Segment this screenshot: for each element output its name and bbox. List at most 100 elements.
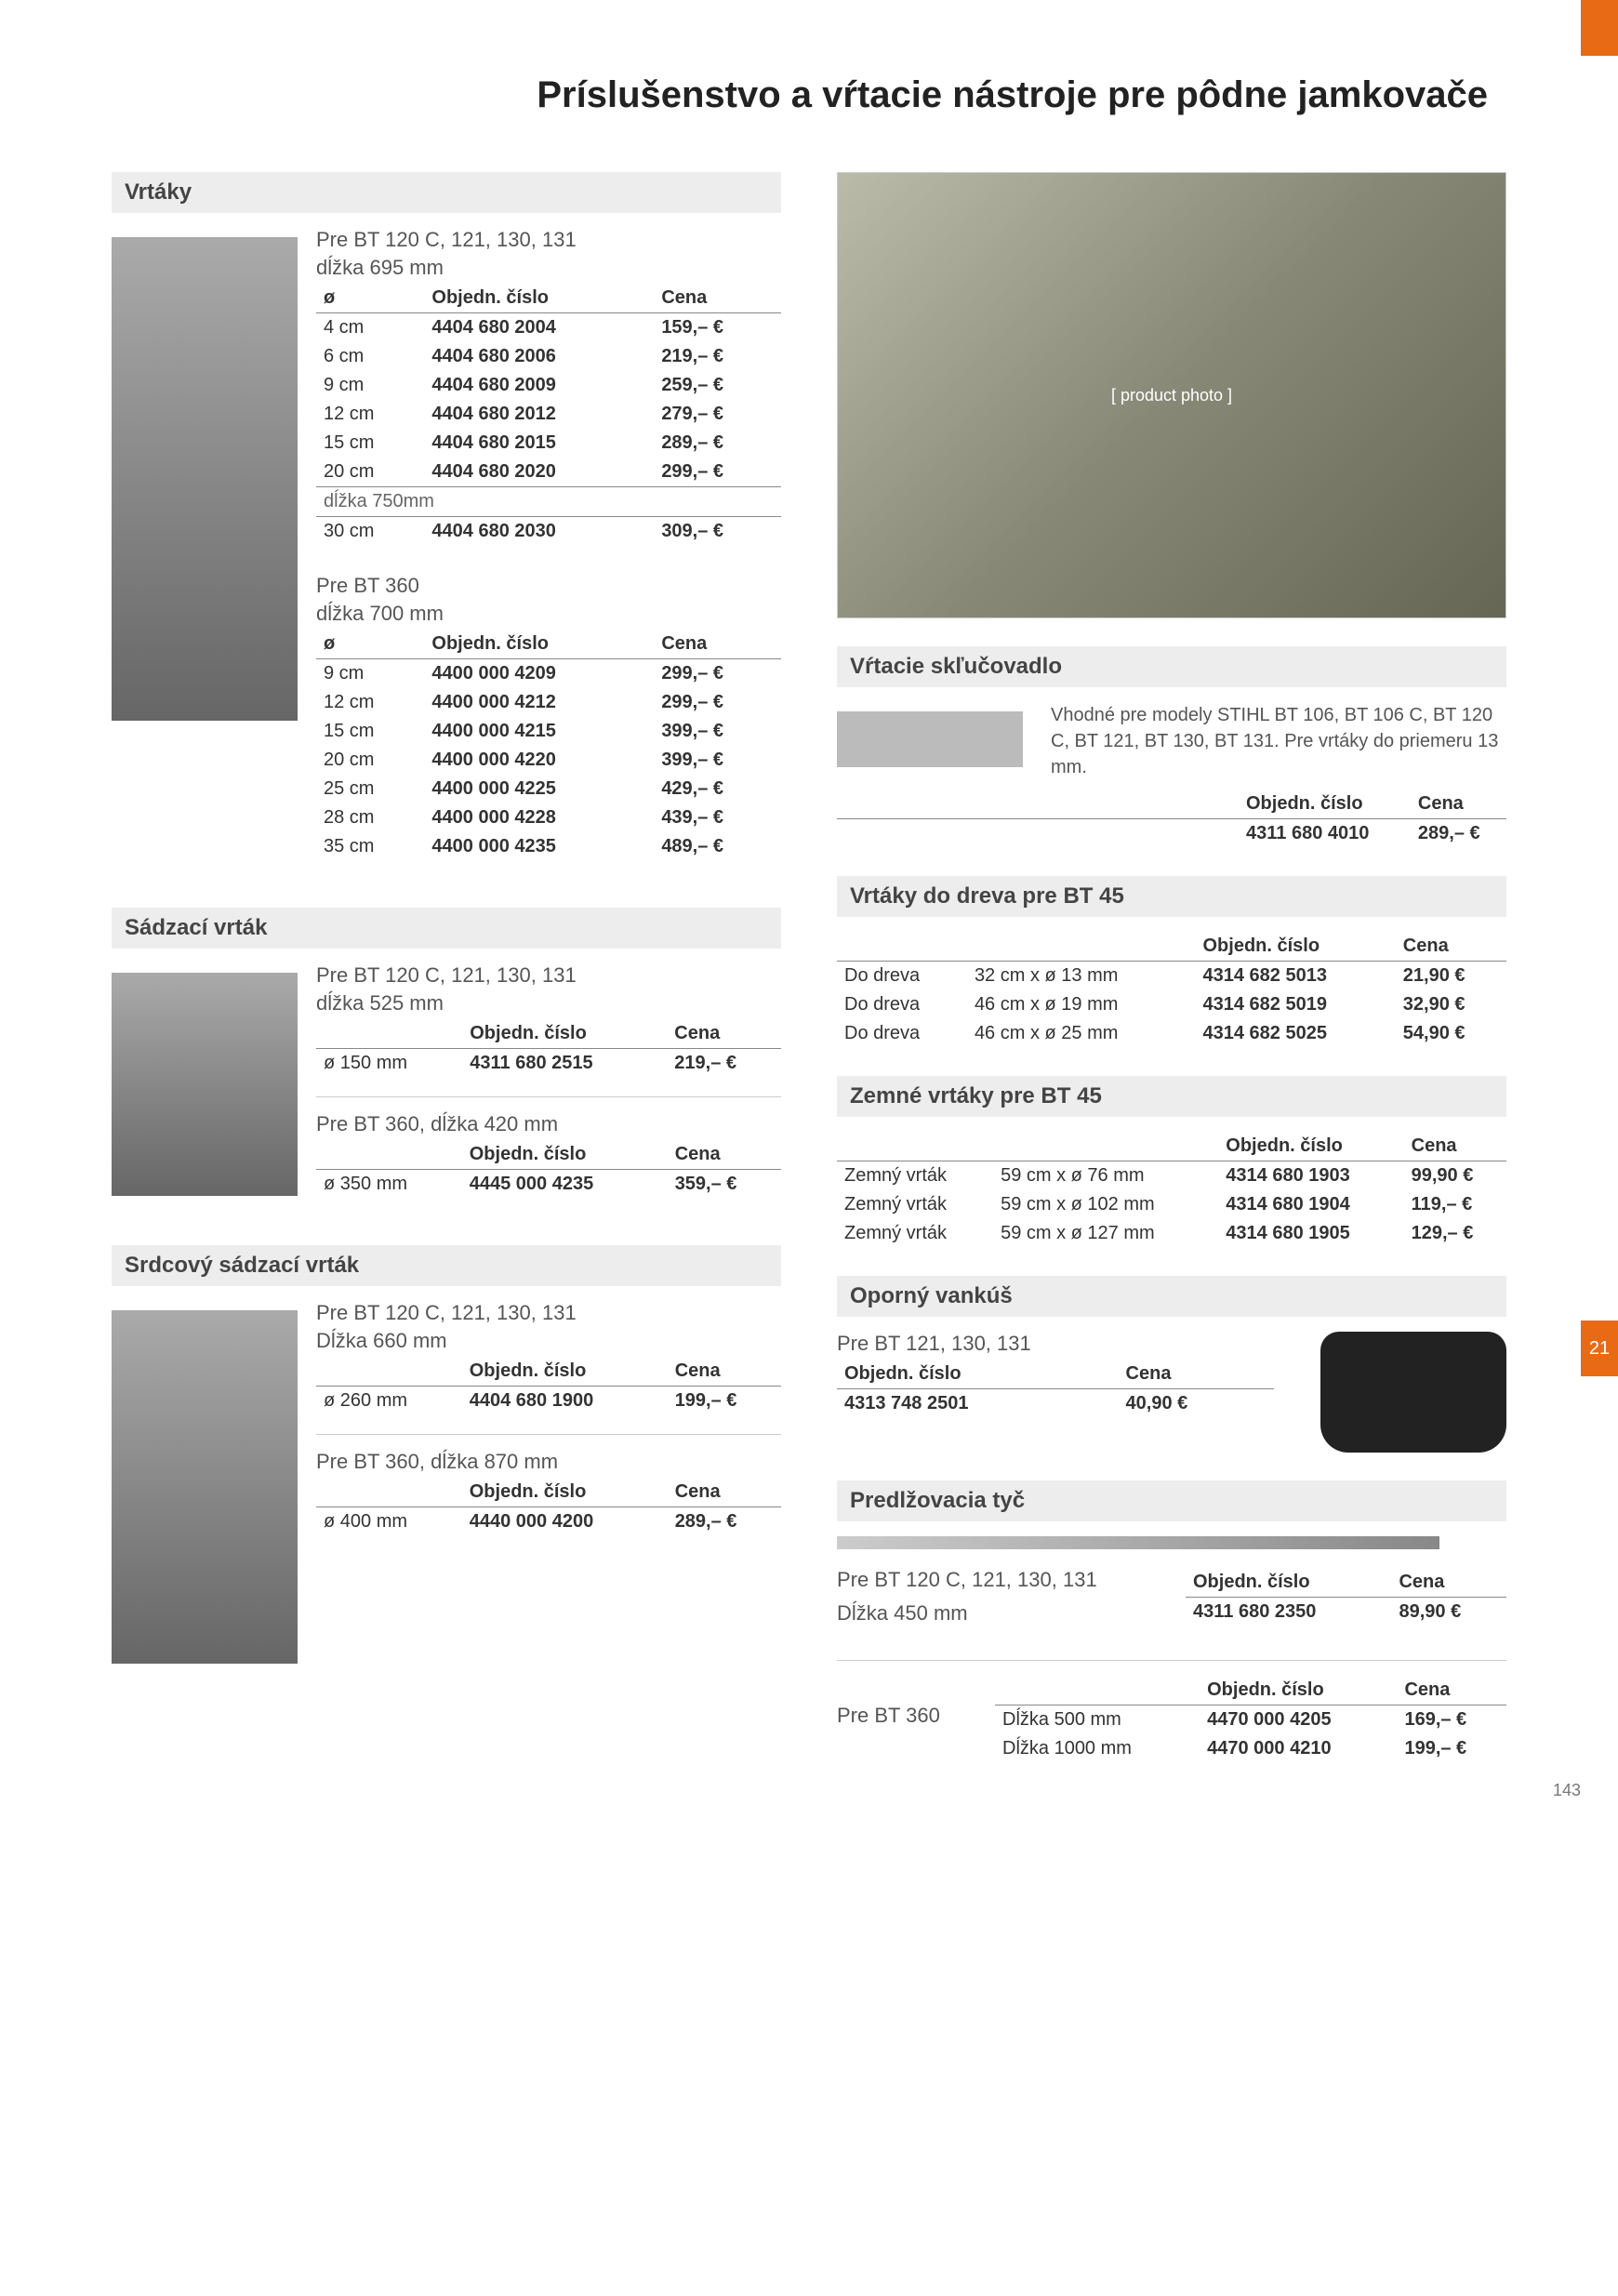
section-srdcovy: Srdcový sádzací vrták: [112, 1245, 781, 1286]
table-row: Dĺžka 500 mm4470 000 4205169,– €: [995, 1705, 1506, 1735]
table-row: Do dreva46 cm x ø 25 mm4314 682 502554,9…: [837, 1019, 1506, 1048]
srdcovy-set2-table: Objedn. čísloCena ø 400 mm4440 000 42002…: [316, 1478, 781, 1536]
table-row: 12 cm4400 000 4212299,– €: [316, 688, 781, 717]
table-row: 6 cm4404 680 2006219,– €: [316, 342, 781, 371]
rod-set2-table: Objedn. čísloCena Dĺžka 500 mm4470 000 4…: [995, 1676, 1506, 1763]
table-row: 4 cm4404 680 2004159,– €: [316, 313, 781, 343]
table-row: 9 cm4400 000 4209299,– €: [316, 659, 781, 689]
col-price: Cena: [1391, 1568, 1506, 1598]
section-sadzaci: Sádzací vrták: [112, 908, 781, 949]
col-orderno: Objedn. číslo: [462, 1019, 667, 1049]
table-row: 28 cm4400 000 4228439,– €: [316, 803, 781, 832]
sadzaci-set1-table: Objedn. čísloCena ø 150 mm4311 680 25152…: [316, 1019, 781, 1078]
table-row: 20 cm4404 680 2020299,– €: [316, 458, 781, 487]
rod-image: [837, 1536, 1439, 1549]
col-price: Cena: [668, 1478, 781, 1507]
col-price: Cena: [654, 284, 781, 313]
table-row: ø 400 mm4440 000 4200289,– €: [316, 1507, 781, 1537]
srdcovy-set1-header: Pre BT 120 C, 121, 130, 131: [316, 1301, 781, 1325]
table-row: 15 cm4400 000 4215399,– €: [316, 717, 781, 746]
sadzaci-set1-length: dĺžka 525 mm: [316, 991, 781, 1015]
col-orderno: Objedn. číslo: [424, 630, 654, 659]
srdcovy-set1-length: Dĺžka 660 mm: [316, 1329, 781, 1353]
page-title: Príslušenstvo a vŕtacie nástroje pre pôd…: [112, 74, 1506, 116]
table-row: ø 350 mm4445 000 4235359,– €: [316, 1170, 781, 1200]
cushion-image: [1320, 1332, 1506, 1453]
cushion-table: Objedn. čísloCena 4313 748 250140,90 €: [837, 1360, 1274, 1418]
rod-set2-header: Pre BT 360: [837, 1704, 967, 1728]
section-sklucovadlo: Vŕtacie skľučovadlo: [837, 646, 1506, 687]
table-row: Zemný vrták59 cm x ø 102 mm4314 680 1904…: [837, 1190, 1506, 1219]
vrtaky-set1-header: Pre BT 120 C, 121, 130, 131: [316, 228, 781, 252]
table-row: 12 cm4404 680 2012279,– €: [316, 400, 781, 429]
vrtaky-set1-table: øObjedn. čísloCena 4 cm4404 680 2004159,…: [316, 284, 781, 546]
table-row: 4311 680 235089,90 €: [1186, 1598, 1506, 1627]
srdcovy-set2-header: Pre BT 360, dĺžka 870 mm: [316, 1450, 781, 1474]
sadzaci-set1-header: Pre BT 120 C, 121, 130, 131: [316, 963, 781, 988]
table-row: 20 cm4400 000 4220399,– €: [316, 746, 781, 775]
col-orderno: Objedn. číslo: [462, 1140, 668, 1170]
table-row: Dĺžka 1000 mm4470 000 4210199,– €: [995, 1734, 1506, 1763]
chuck-image: [837, 711, 1023, 767]
table-row: 25 cm4400 000 4225429,– €: [316, 775, 781, 803]
table-row: 4311 680 4010289,– €: [837, 819, 1506, 849]
col-price: Cena: [668, 1357, 781, 1387]
drill-image-placeholder: [112, 237, 298, 721]
table-row: 30 cm4404 680 2030309,– €: [316, 517, 781, 547]
bt45-earth-table: Objedn. čísloCena Zemný vrták59 cm x ø 7…: [837, 1132, 1506, 1248]
page-number: 143: [1553, 1781, 1581, 1800]
sadzaci-set2-header: Pre BT 360, dĺžka 420 mm: [316, 1112, 781, 1136]
col-orderno: Objedn. číslo: [1239, 790, 1411, 819]
col-price: Cena: [654, 630, 781, 659]
vrtaky-set1-length2: dĺžka 750mm: [316, 487, 781, 517]
table-row: 9 cm4404 680 2009259,– €: [316, 371, 781, 400]
orange-side-badge: 21: [1581, 1321, 1618, 1376]
section-bt45-wood: Vrtáky do dreva pre BT 45: [837, 876, 1506, 917]
srdcovy-set1-table: Objedn. čísloCena ø 260 mm4404 680 19001…: [316, 1357, 781, 1415]
vrtaky-set2-table: øObjedn. čísloCena 9 cm4400 000 4209299,…: [316, 630, 781, 861]
col-orderno: Objedn. číslo: [1200, 1676, 1397, 1705]
table-row: Zemný vrták59 cm x ø 76 mm4314 680 19039…: [837, 1161, 1506, 1191]
sklucovadlo-table: Objedn. čísloCena 4311 680 4010289,– €: [837, 790, 1506, 848]
table-row: Zemný vrták59 cm x ø 127 mm4314 680 1905…: [837, 1219, 1506, 1248]
col-price: Cena: [1396, 932, 1506, 962]
planting-drill-image: [112, 973, 298, 1196]
table-row: Do dreva32 cm x ø 13 mm4314 682 501321,9…: [837, 962, 1506, 991]
col-price: Cena: [1119, 1360, 1274, 1389]
sadzaci-set2-table: Objedn. čísloCena ø 350 mm4445 000 42353…: [316, 1140, 781, 1199]
col-orderno: Objedn. číslo: [462, 1478, 668, 1507]
section-vrtaky: Vrtáky: [112, 172, 781, 213]
col-orderno: Objedn. číslo: [1218, 1132, 1403, 1161]
col-orderno: Objedn. číslo: [1186, 1568, 1391, 1598]
col-price: Cena: [668, 1140, 781, 1170]
vrtaky-set1-length: dĺžka 695 mm: [316, 256, 781, 280]
cushion-header: Pre BT 121, 130, 131: [837, 1332, 1274, 1356]
col-price: Cena: [1397, 1676, 1506, 1705]
table-row: 4313 748 250140,90 €: [837, 1389, 1274, 1419]
vrtaky-set2-header: Pre BT 360: [316, 574, 781, 598]
col-orderno: Objedn. číslo: [837, 1360, 1119, 1389]
heart-drill-image: [112, 1310, 298, 1664]
bt45-wood-table: Objedn. čísloCena Do dreva32 cm x ø 13 m…: [837, 932, 1506, 1048]
col-price: Cena: [667, 1019, 781, 1049]
orange-tab-top: [1581, 0, 1618, 56]
col-price: Cena: [1404, 1132, 1506, 1161]
vrtaky-set2-length: dĺžka 700 mm: [316, 602, 781, 626]
table-row: ø 260 mm4404 680 1900199,– €: [316, 1387, 781, 1416]
section-bt45-earth: Zemné vrtáky pre BT 45: [837, 1076, 1506, 1117]
rod-set1-header: Pre BT 120 C, 121, 130, 131: [837, 1568, 1158, 1592]
table-row: 15 cm4404 680 2015289,– €: [316, 429, 781, 458]
table-row: Do dreva46 cm x ø 19 mm4314 682 501932,9…: [837, 990, 1506, 1019]
col-diameter: ø: [316, 284, 424, 313]
table-row: 35 cm4400 000 4235489,– €: [316, 832, 781, 861]
col-orderno: Objedn. číslo: [424, 284, 654, 313]
rod-set1-table: Objedn. čísloCena 4311 680 235089,90 €: [1186, 1568, 1506, 1626]
col-orderno: Objedn. číslo: [462, 1357, 668, 1387]
section-cushion: Oporný vankúš: [837, 1276, 1506, 1317]
section-rod: Predlžovacia tyč: [837, 1480, 1506, 1521]
col-diameter: ø: [316, 630, 424, 659]
side-badge-number: 21: [1589, 1338, 1610, 1360]
sklucovadlo-desc: Vhodné pre modely STIHL BT 106, BT 106 C…: [1051, 702, 1506, 780]
rod-set1-length: Dĺžka 450 mm: [837, 1601, 1158, 1626]
col-orderno: Objedn. číslo: [1196, 932, 1396, 962]
